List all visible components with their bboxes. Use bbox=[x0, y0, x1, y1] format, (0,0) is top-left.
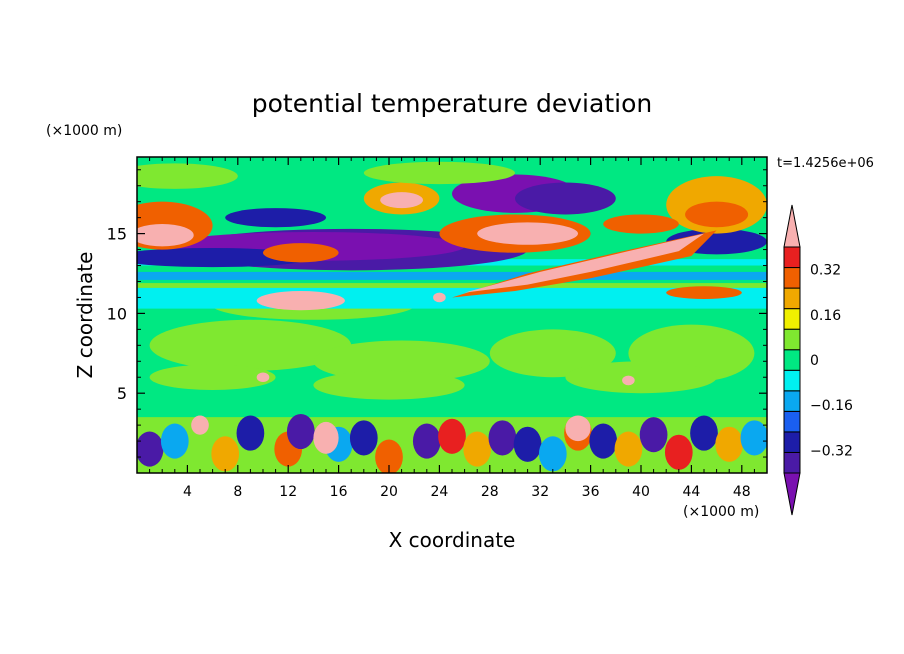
contour-blob bbox=[489, 329, 616, 378]
contour-blob bbox=[565, 415, 591, 442]
x-tick-label: 32 bbox=[531, 484, 549, 500]
x-tick-label: 8 bbox=[233, 484, 242, 500]
contour-blob bbox=[538, 436, 567, 472]
contour-blob bbox=[191, 415, 209, 435]
contour-blob bbox=[363, 161, 515, 185]
contour-blob bbox=[433, 292, 446, 303]
contour-streak-core bbox=[464, 233, 704, 293]
x-tick-label: 12 bbox=[279, 484, 297, 500]
contour-blob bbox=[349, 420, 378, 456]
y-tick-label: 5 bbox=[117, 384, 127, 403]
y-unit-label: (×1000 m) bbox=[46, 123, 122, 139]
contour-blob bbox=[137, 431, 164, 467]
y-tick-label: 10 bbox=[107, 304, 127, 323]
contour-band-lime bbox=[137, 283, 767, 288]
contour-blob bbox=[666, 286, 742, 300]
contour-blob bbox=[313, 340, 490, 383]
contour-blob bbox=[614, 431, 643, 467]
contour-blob bbox=[286, 413, 315, 450]
contour-blob bbox=[412, 423, 441, 459]
chart-title: potential temperature deviation bbox=[252, 89, 652, 118]
contour-blob bbox=[477, 222, 578, 245]
contour-blob bbox=[740, 420, 767, 456]
contour-blob bbox=[375, 439, 403, 473]
contour-blob bbox=[256, 372, 270, 383]
x-tick-label: 16 bbox=[330, 484, 348, 500]
colorbar-min-arrow bbox=[783, 472, 801, 516]
contour-blob bbox=[380, 192, 424, 209]
colorbar-swatch bbox=[783, 349, 801, 371]
x-tick-label: 40 bbox=[632, 484, 650, 500]
colorbar-swatch bbox=[783, 390, 801, 412]
contour-blob bbox=[690, 415, 718, 451]
colorbar-swatch bbox=[783, 308, 801, 330]
contour-blob bbox=[149, 319, 352, 371]
x-tick-label: 44 bbox=[682, 484, 700, 500]
x-tick-label: 20 bbox=[380, 484, 398, 500]
contour-blob bbox=[149, 364, 276, 391]
colorbar-swatch bbox=[783, 369, 801, 392]
contour-blob bbox=[565, 361, 717, 394]
contour-blob bbox=[236, 415, 265, 451]
contour-blob bbox=[685, 201, 749, 228]
colorbar-swatch bbox=[783, 431, 801, 453]
colorbar-swatch bbox=[783, 267, 801, 289]
contour-blob bbox=[313, 370, 465, 400]
colorbar-label: 0.32 bbox=[810, 263, 841, 279]
contour-blob bbox=[589, 423, 618, 459]
contour-blob bbox=[463, 431, 492, 467]
contour-blob bbox=[137, 224, 194, 247]
contour-blob bbox=[225, 208, 326, 228]
contour-band-cyan bbox=[137, 284, 767, 309]
contour-blob bbox=[603, 214, 679, 234]
contour-blob bbox=[664, 434, 693, 470]
contour-blob bbox=[263, 243, 339, 263]
contour-blob bbox=[160, 423, 189, 459]
contour-blob bbox=[137, 163, 238, 189]
contour-blob bbox=[211, 436, 240, 472]
contour-blob bbox=[715, 426, 744, 462]
contour-blob bbox=[639, 417, 668, 453]
contour-blob bbox=[622, 375, 635, 386]
colorbar-swatch bbox=[783, 451, 801, 474]
colorbar-swatch bbox=[783, 287, 801, 310]
contour-blob bbox=[313, 421, 339, 454]
colorbar-label: 0.16 bbox=[810, 308, 841, 324]
x-axis-label: X coordinate bbox=[389, 528, 516, 552]
colorbar-swatch bbox=[783, 328, 801, 351]
y-axis-label: Z coordinate bbox=[73, 252, 97, 379]
contour-blob bbox=[256, 291, 345, 311]
colorbar-max-arrow bbox=[783, 204, 801, 248]
time-label: t=1.4256e+06 bbox=[777, 156, 874, 171]
colorbar-swatch bbox=[783, 246, 801, 269]
contour-blob bbox=[488, 420, 517, 456]
x-axis: 4 8 12 16 20 24 28 32 36 40 44 48 bbox=[149, 157, 755, 500]
x-tick-label: 28 bbox=[481, 484, 499, 500]
y-tick-label: 15 bbox=[107, 225, 127, 244]
contour-blob bbox=[515, 182, 616, 215]
colorbar: 0.32 0.16 0 −0.16 −0.32 bbox=[783, 204, 853, 516]
x-tick-label: 48 bbox=[733, 484, 751, 500]
contour-band-sky bbox=[137, 271, 767, 280]
colorbar-swatch bbox=[783, 410, 801, 433]
x-tick-label: 4 bbox=[183, 484, 192, 500]
contour-field bbox=[137, 157, 767, 473]
x-unit-label: (×1000 m) bbox=[683, 504, 759, 520]
contour-blob bbox=[438, 418, 466, 454]
colorbar-label: −0.16 bbox=[810, 398, 853, 414]
colorbar-label: 0 bbox=[810, 353, 819, 369]
x-tick-label: 36 bbox=[582, 484, 600, 500]
y-axis: 5 10 15 bbox=[107, 169, 767, 458]
colorbar-label: −0.32 bbox=[810, 443, 853, 459]
contour-blob bbox=[513, 426, 542, 462]
x-tick-label: 24 bbox=[430, 484, 448, 500]
